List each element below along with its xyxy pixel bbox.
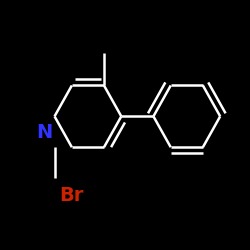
Text: Br: Br xyxy=(60,186,84,205)
Text: N: N xyxy=(36,123,53,142)
Text: N: N xyxy=(36,123,53,142)
Text: Br: Br xyxy=(60,186,84,205)
